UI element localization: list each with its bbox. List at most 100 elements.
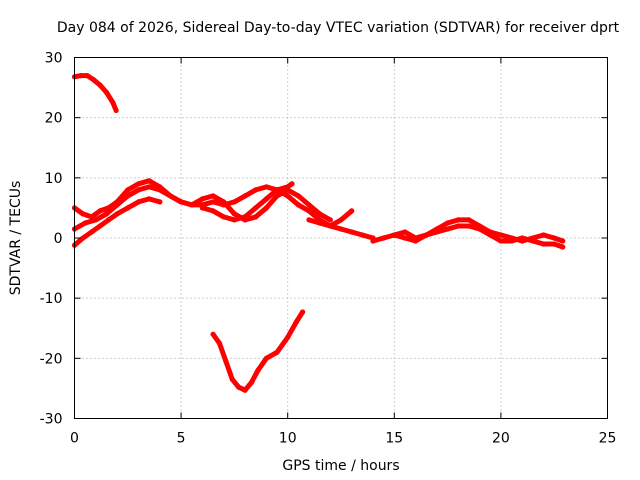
data-point [327,223,333,229]
data-point [231,199,237,205]
data-point [498,232,504,238]
data-point [540,232,547,238]
data-point [560,238,566,244]
data-point [80,211,86,217]
data-point [210,208,216,214]
data-point [231,211,237,217]
axis-ticks: 0 5 10 15 20 25 -30 -20 -10 0 10 20 30 [40,51,617,447]
x-tick-label: 15 [385,431,403,447]
data-point [391,232,397,238]
y-tick-label: -10 [40,291,63,307]
data-point [236,384,242,390]
data-point [359,232,365,238]
data-point [349,208,355,214]
x-tick-label: 25 [599,431,617,447]
data-point [274,349,280,355]
data-point [82,220,88,226]
data-point [285,184,291,190]
x-tick-label: 0 [70,431,79,447]
data-point [293,319,299,325]
data-point [263,196,269,202]
data-point [445,220,451,226]
data-point [114,199,120,205]
series-track-i [210,309,306,393]
data-point [519,238,525,244]
data-point [253,214,259,220]
data-point [146,178,152,184]
data-point [106,217,112,223]
chart-title: Day 084 of 2026, Sidereal Day-to-day VTE… [57,20,620,36]
data-point [263,355,269,361]
data-point [466,217,472,223]
data-point [93,217,99,223]
data-point [551,241,557,247]
data-point [210,199,216,205]
y-tick-label: 0 [54,231,63,247]
data-point [413,235,419,241]
data-point [317,211,323,217]
data-point [231,217,237,223]
data-point [125,205,131,211]
x-axis-label: GPS time / hours [282,458,399,474]
series-track-d [72,196,163,248]
y-tick-label: 20 [45,111,63,127]
data-point [135,187,142,193]
data-point [477,223,483,229]
data-point [89,229,95,235]
data-point [103,89,110,95]
data-point [289,181,295,187]
data-point [242,214,248,220]
data-point [221,199,227,205]
data-point [466,223,472,229]
y-axis-label: SDTVAR / TECUs [8,181,24,296]
data-point [349,229,355,235]
data-point [146,184,152,190]
data-point [167,193,173,199]
data-point [423,232,429,238]
data-point [106,205,112,211]
data-point [229,376,235,382]
data-point [306,208,312,214]
data-point [487,229,493,235]
data-point [455,217,461,223]
y-tick-label: -20 [40,351,63,367]
data-point [338,217,344,223]
data-point [223,358,229,364]
data-point [80,235,86,241]
data-point [551,235,557,241]
data-point [295,202,301,208]
data-point [306,217,312,223]
data-point [146,196,152,202]
y-tick-label: 30 [45,51,63,67]
data-point [242,387,248,393]
data-point [242,193,248,199]
data-point [295,193,301,199]
data-point [199,196,205,202]
data-point [84,73,90,79]
data-point [157,199,163,205]
data-point [445,226,451,232]
data-point [157,184,163,190]
data-point [189,202,195,208]
data-point [434,226,440,232]
data-point [253,205,259,211]
data-point [125,187,131,193]
x-tick-label: 5 [177,431,186,447]
data-point [210,193,216,199]
data-point [178,199,184,205]
data-point [253,187,259,193]
data-point [540,241,547,247]
data-point [402,229,408,235]
data-point [89,214,95,220]
data-point [91,77,97,83]
data-point [97,223,103,229]
series-group [71,73,566,393]
data-point [263,205,269,211]
data-point [370,238,376,244]
series-track-e [199,181,295,223]
data-point [221,214,227,220]
data-point [300,309,306,315]
data-point [285,193,291,199]
data-point [216,340,223,346]
